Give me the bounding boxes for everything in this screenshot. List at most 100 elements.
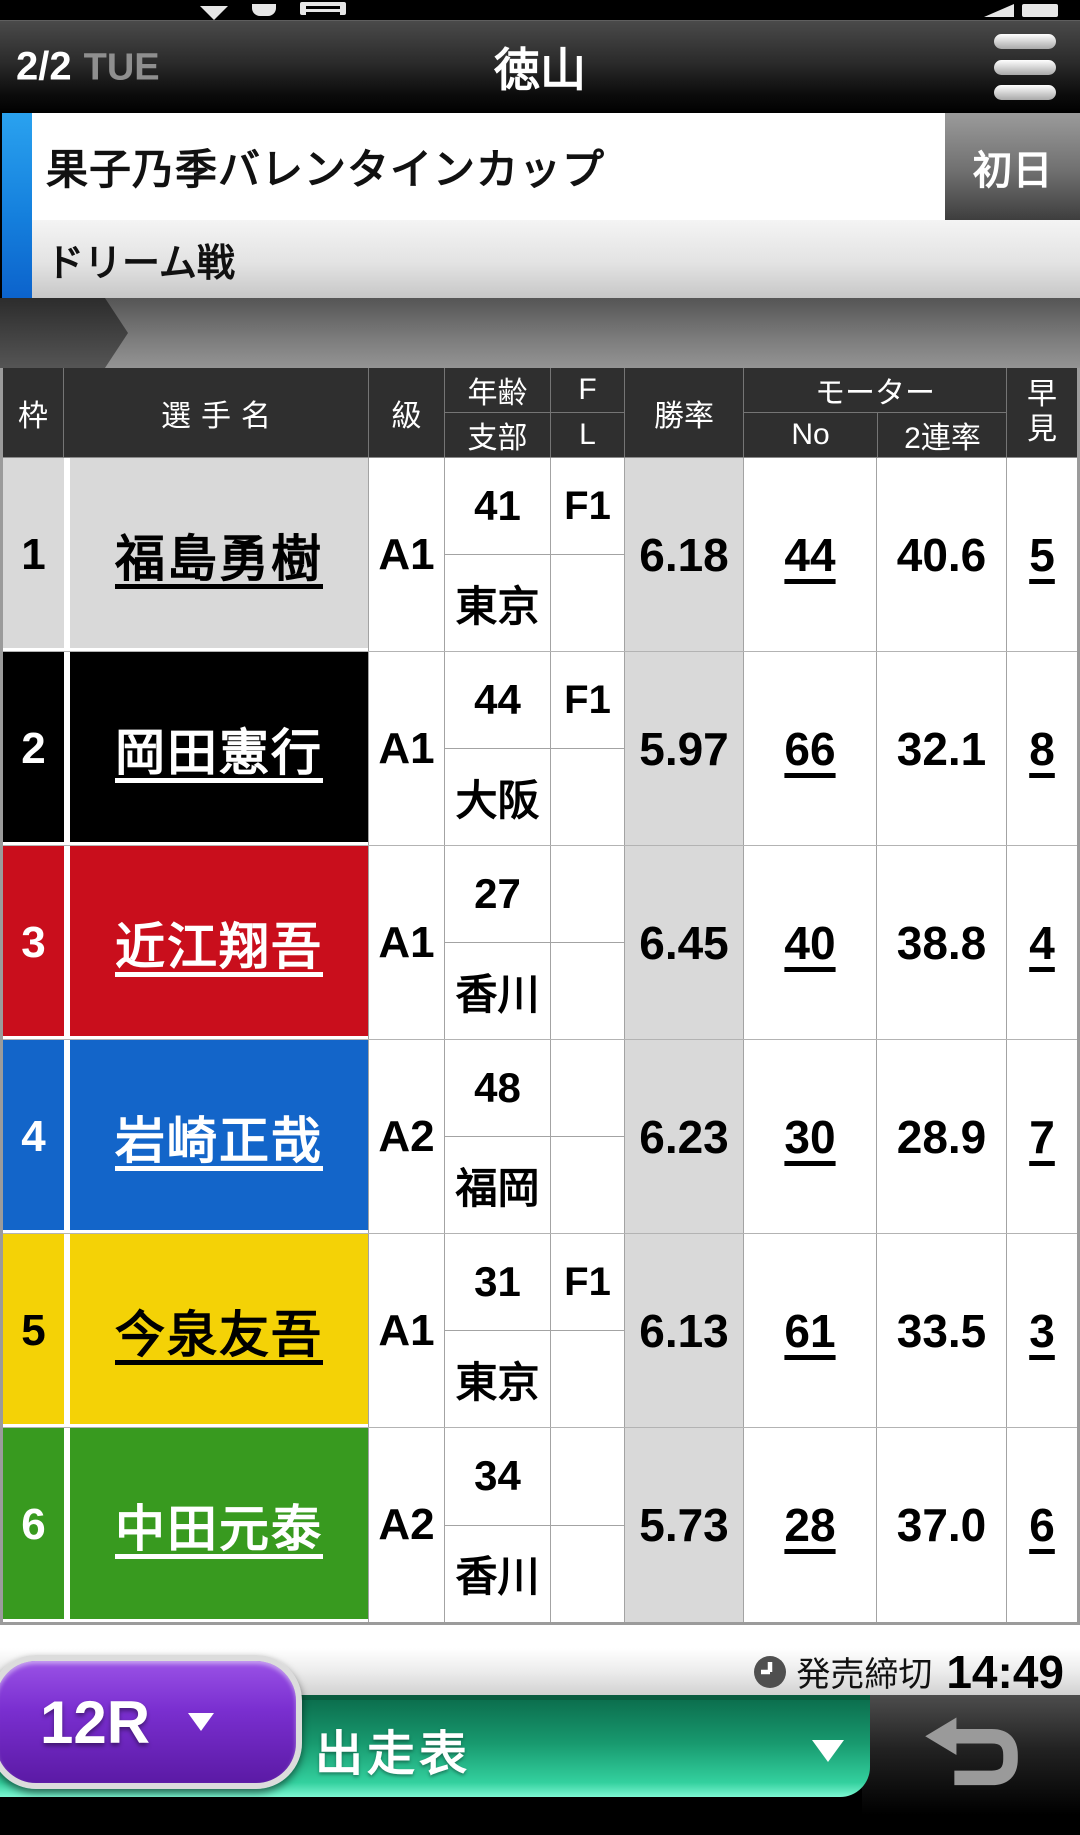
racer-name-link[interactable]: 岡田憲行 xyxy=(64,652,369,845)
race-date: 2/2 TUE xyxy=(16,45,160,90)
age-branch-cell: 41 東京 xyxy=(445,458,551,651)
hayami-link[interactable]: 5 xyxy=(1007,458,1077,651)
menu-button[interactable] xyxy=(994,34,1056,100)
motor-no-link[interactable]: 61 xyxy=(744,1234,877,1427)
event-title-row: 果子乃季バレンタインカップ 初日 xyxy=(32,113,1080,220)
hayami-link[interactable]: 6 xyxy=(1007,1428,1077,1622)
motor-no-link[interactable]: 28 xyxy=(744,1428,877,1622)
hayami-link[interactable]: 4 xyxy=(1007,846,1077,1039)
fl-cell: F1 xyxy=(551,652,625,845)
bottom-nav: 出走表 12R xyxy=(0,1655,1080,1835)
racer-grade: A1 xyxy=(369,458,445,651)
motor-2rate: 37.0 xyxy=(877,1428,1007,1622)
win-rate: 6.45 xyxy=(625,846,744,1039)
col-motor-group: モーター No 2連率 xyxy=(744,368,1007,457)
lane-number: 2 xyxy=(3,652,64,845)
clock-icon xyxy=(754,1655,787,1688)
date-label: 2/2 xyxy=(16,44,72,89)
col-age-branch: 年齢 支部 xyxy=(445,368,551,457)
win-rate: 5.73 xyxy=(625,1428,744,1622)
race-table: 枠 選手名 級 年齢 支部 F L 勝率 モーター No 2連率 早見 xyxy=(0,368,1080,1625)
hayami-link[interactable]: 8 xyxy=(1007,652,1077,845)
lane-number: 6 xyxy=(3,1428,64,1622)
age-branch-cell: 44 大阪 xyxy=(445,652,551,845)
win-rate: 6.13 xyxy=(625,1234,744,1427)
lane-number: 3 xyxy=(3,846,64,1039)
venue-title: 徳山 xyxy=(494,44,586,96)
racer-name-link[interactable]: 岩崎正哉 xyxy=(64,1040,369,1233)
age-branch-cell: 48 福岡 xyxy=(445,1040,551,1233)
motor-2rate: 38.8 xyxy=(877,846,1007,1039)
status-bar xyxy=(0,0,1080,20)
lane-number: 4 xyxy=(3,1040,64,1233)
race-number: 12R xyxy=(40,1688,151,1756)
col-win-rate: 勝率 xyxy=(625,368,744,457)
age-branch-cell: 31 東京 xyxy=(445,1234,551,1427)
racer-name-link[interactable]: 福島勇樹 xyxy=(64,458,369,651)
racer-name-link[interactable]: 中田元泰 xyxy=(64,1428,369,1622)
status-notification-icon xyxy=(252,4,276,16)
fl-cell xyxy=(551,846,625,1039)
page-title: 出走表 xyxy=(315,1727,472,1781)
spacer xyxy=(0,1625,1080,1648)
motor-no-link[interactable]: 66 xyxy=(744,652,877,845)
back-icon xyxy=(925,1717,1018,1786)
event-section: 果子乃季バレンタインカップ 初日 ドリーム戦 xyxy=(0,113,1080,298)
col-motor-no: No xyxy=(791,418,830,451)
motor-no-link[interactable]: 44 xyxy=(744,458,877,651)
motor-no-link[interactable]: 30 xyxy=(744,1040,877,1233)
hayami-link[interactable]: 3 xyxy=(1007,1234,1077,1427)
tab-band xyxy=(0,298,1080,368)
racer-grade: A1 xyxy=(369,846,445,1039)
motor-2rate: 32.1 xyxy=(877,652,1007,845)
deadline-time: 14:49 xyxy=(946,1645,1064,1698)
col-motor: モーター xyxy=(744,368,1006,413)
motor-2rate: 33.5 xyxy=(877,1234,1007,1427)
col-waku: 枠 xyxy=(3,368,64,457)
band-chevron xyxy=(0,298,128,368)
series-label: ドリーム戦 xyxy=(46,242,235,285)
racer-name-link[interactable]: 近江翔吾 xyxy=(64,846,369,1039)
fl-cell xyxy=(551,1040,625,1233)
col-fl: F L xyxy=(551,368,625,457)
lane-number: 5 xyxy=(3,1234,64,1427)
race-table-body: 1 福島勇樹 A1 41 東京 F1 6.18 44 40.6 5 2 岡田憲行… xyxy=(3,458,1077,1622)
table-row: 2 岡田憲行 A1 44 大阪 F1 5.97 66 32.1 8 xyxy=(3,652,1077,846)
win-rate: 5.97 xyxy=(625,652,744,845)
weekday-label: TUE xyxy=(83,46,160,89)
fl-cell xyxy=(551,1428,625,1622)
fl-cell: F1 xyxy=(551,458,625,651)
app-header: 2/2 TUE 徳山 xyxy=(0,20,1080,113)
racer-name-link[interactable]: 今泉友吾 xyxy=(64,1234,369,1427)
win-rate: 6.18 xyxy=(625,458,744,651)
table-row: 4 岩崎正哉 A2 48 福岡 6.23 30 28.9 7 xyxy=(3,1040,1077,1234)
status-app-icon xyxy=(300,2,346,15)
deadline-label: 発売締切 xyxy=(796,1656,933,1694)
day-badge: 初日 xyxy=(945,113,1080,220)
racer-grade: A2 xyxy=(369,1428,445,1622)
chevron-down-icon xyxy=(188,1713,215,1731)
racer-grade: A1 xyxy=(369,1234,445,1427)
motor-no-link[interactable]: 40 xyxy=(744,846,877,1039)
race-selector-button[interactable]: 12R xyxy=(0,1655,302,1789)
motor-2rate: 40.6 xyxy=(877,458,1007,651)
col-motor-rate2: 2連率 xyxy=(877,413,1007,457)
chevron-down-icon xyxy=(812,1740,844,1762)
hayami-link[interactable]: 7 xyxy=(1007,1040,1077,1233)
table-row: 1 福島勇樹 A1 41 東京 F1 6.18 44 40.6 5 xyxy=(3,458,1077,652)
col-hayami: 早見 xyxy=(1007,368,1077,457)
fl-cell: F1 xyxy=(551,1234,625,1427)
back-button[interactable] xyxy=(862,1695,1080,1815)
motor-2rate: 28.9 xyxy=(877,1040,1007,1233)
racer-grade: A2 xyxy=(369,1040,445,1233)
event-accent-stripe xyxy=(2,113,32,298)
lane-number: 1 xyxy=(3,458,64,651)
menu-icon xyxy=(994,34,1056,49)
table-row: 3 近江翔吾 A1 27 香川 6.45 40 38.8 4 xyxy=(3,846,1077,1040)
race-table-header: 枠 選手名 級 年齢 支部 F L 勝率 モーター No 2連率 早見 xyxy=(3,368,1077,458)
status-signal-icon xyxy=(984,4,1014,17)
racer-grade: A1 xyxy=(369,652,445,845)
status-battery-icon xyxy=(1022,4,1058,17)
series-row: ドリーム戦 xyxy=(32,220,1080,298)
